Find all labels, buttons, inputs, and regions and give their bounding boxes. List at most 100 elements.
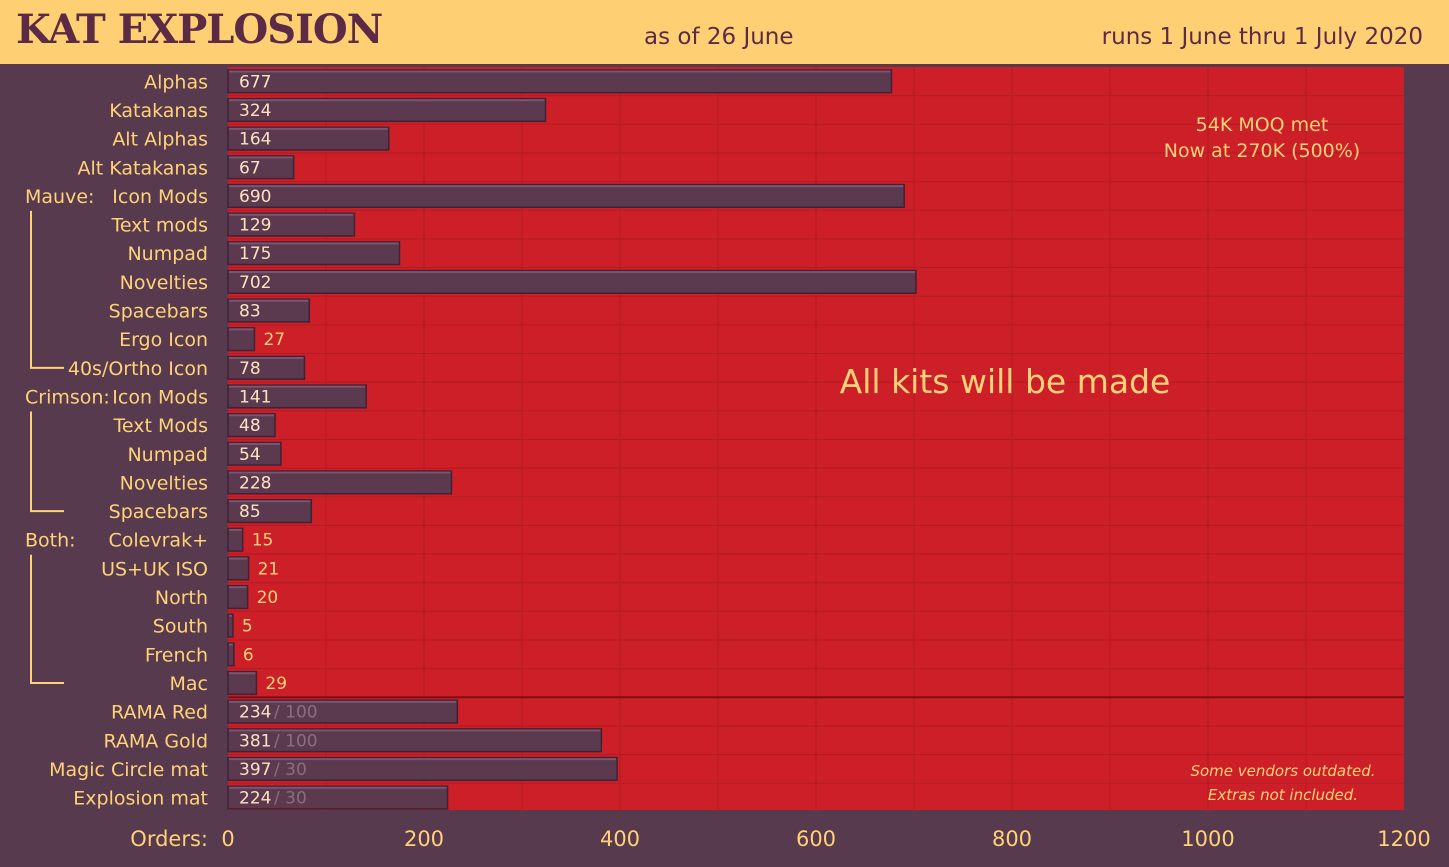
group-bracket [30,210,64,369]
category-label: South [153,616,208,638]
bar-highlight [229,99,545,102]
bar-value-label: 83 [239,302,261,322]
bar-highlight [229,70,891,73]
bar-value-label: 324 [239,101,271,121]
category-label: Alphas [144,71,208,93]
bar [227,97,547,123]
bar [227,670,258,696]
vendor-note-1: Some vendors outdated. [1190,762,1375,780]
bar-highlight [229,528,242,531]
category-label: Alt Katakanas [77,157,208,179]
group-brackets: Mauve: Crimson: Both: [25,186,110,684]
bar [227,642,235,667]
bar-value-label: 27 [263,330,285,350]
category-label: Spacebars [109,501,208,523]
bar [227,556,250,581]
bar [227,269,917,294]
bar-value-label: 48 [239,416,261,436]
category-label: Katakanas [109,100,208,122]
bar-value-label: 6 [243,645,254,665]
bar-value-label: 224 [239,789,271,809]
grid-lines [228,67,1404,812]
bar-highlight [229,500,311,503]
bar-highlight [229,242,399,245]
vendor-note-2: Extras not included. [1208,786,1358,804]
group-label: Mauve: [25,186,94,208]
bar-highlight [229,586,247,589]
bar-value-label: 690 [239,187,271,207]
bar-highlight [229,442,280,445]
x-tick-label: 200 [404,827,444,851]
category-label: Ergo Icon [119,329,208,351]
bar [227,527,244,552]
bar [227,413,276,438]
bar-highlight [229,557,248,560]
group-bracket [30,411,64,513]
progress-note: Now at 270K (500%) [1164,140,1360,162]
bar-target-label: / 100 [274,703,318,723]
x-tick-label: 1000 [1181,827,1234,851]
x-tick-label: 1200 [1377,827,1430,851]
category-label: Colevrak+ [109,530,208,552]
category-label: RAMA Red [111,702,208,724]
x-tick-label: 800 [992,827,1032,851]
bar [227,155,295,180]
bar-value-label: 381 [239,731,271,751]
category-label: Numpad [127,444,208,466]
bar-target-label: / 30 [274,760,307,780]
category-label: North [155,587,208,609]
bar-highlight [229,643,233,646]
all-kits-note: All kits will be made [840,362,1171,401]
bar-highlight [229,672,256,675]
bar-value-label: 129 [239,216,271,236]
category-label: Icon Mods [112,386,208,408]
bar [227,126,390,151]
bar-highlight [229,328,254,331]
bar-value-label: 78 [239,359,261,379]
bar-value-label: 234 [239,703,271,723]
bar-highlight [229,385,366,388]
bar-target-label: / 30 [274,789,307,809]
category-label: Spacebars [109,301,208,323]
bar-highlight [229,729,601,732]
bar-target-label: / 100 [274,731,318,751]
category-label: Mac [170,673,208,695]
category-label: US+UK ISO [101,558,208,580]
category-label: Icon Mods [112,186,208,208]
category-label: Magic Circle mat [49,759,208,781]
bar-highlight [229,299,309,302]
bar [227,298,311,323]
bars [227,69,917,810]
bar-value-label: 85 [239,502,261,522]
bar [227,327,256,352]
bar-value-label: 29 [265,674,287,694]
x-tick-label: 600 [796,827,836,851]
bar-highlight [229,471,451,474]
bar-value-label: 5 [242,617,253,637]
bar [227,470,453,495]
category-labels: 677 Alphas 324 Katakanas 164 Alt Alphas 67 Alt … [49,71,317,809]
category-label: Explosion mat [73,788,208,810]
bar [227,212,356,237]
bar-value-label: 54 [239,445,261,465]
bar-highlight [229,414,275,417]
run-dates: runs 1 June thru 1 July 2020 [1101,24,1423,50]
as-of-date: as of 26 June [644,24,794,50]
bar-value-label: 21 [258,559,280,579]
bar [227,384,367,409]
bar-highlight [229,127,388,130]
bar-highlight [229,758,617,761]
category-label: Novelties [120,272,208,294]
category-label: Text mods [110,215,208,237]
group-label: Crimson: [25,386,110,408]
bar [227,756,618,781]
bar-value-label: 20 [257,588,279,608]
bar-value-label: 397 [239,760,271,780]
bar-highlight [229,614,232,617]
category-label: French [145,644,208,666]
bar [227,241,401,266]
bar-highlight [229,271,915,274]
bar-highlight [229,185,904,188]
bar [227,728,603,753]
